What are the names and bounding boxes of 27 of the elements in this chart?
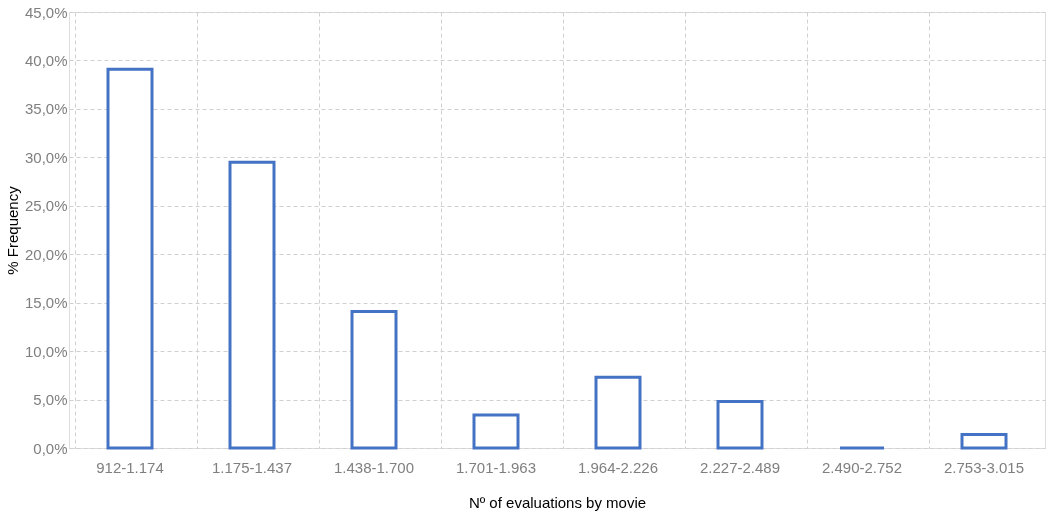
x-tick-label: 2.227-2.489 [699,458,781,476]
x-axis-title: Nº of evaluations by movie [468,493,647,511]
y-tick-label: 40,0% [24,51,68,69]
x-tick-label: 1.175-1.437 [211,458,293,476]
bar [228,160,276,450]
bar [472,413,520,450]
y-tick-label: 5,0% [33,391,68,409]
x-tick-label: 2.490-2.752 [821,458,903,476]
y-tick-label: 0,0% [33,439,68,457]
y-tick-label: 10,0% [24,342,68,360]
x-tick-label: 1.701-1.963 [455,458,537,476]
y-tick-label: 20,0% [24,245,68,263]
bar [960,432,1008,450]
bar [350,309,398,450]
y-tick-label: 30,0% [24,148,68,166]
x-tick-label: 2.753-3.015 [943,458,1025,476]
bar [716,399,764,450]
y-tick-label: 35,0% [24,100,68,118]
x-tick-label: 1.438-1.700 [333,458,415,476]
bar [106,67,154,450]
x-tick-label: 1.964-2.226 [577,458,659,476]
y-tick-label: 45,0% [24,3,68,21]
y-tick-label: 25,0% [24,197,68,215]
y-axis-title: % Frequency [3,185,21,275]
x-tick-label: 912-1.174 [96,458,164,476]
bar [594,375,642,450]
y-tick-label: 15,0% [24,294,68,312]
